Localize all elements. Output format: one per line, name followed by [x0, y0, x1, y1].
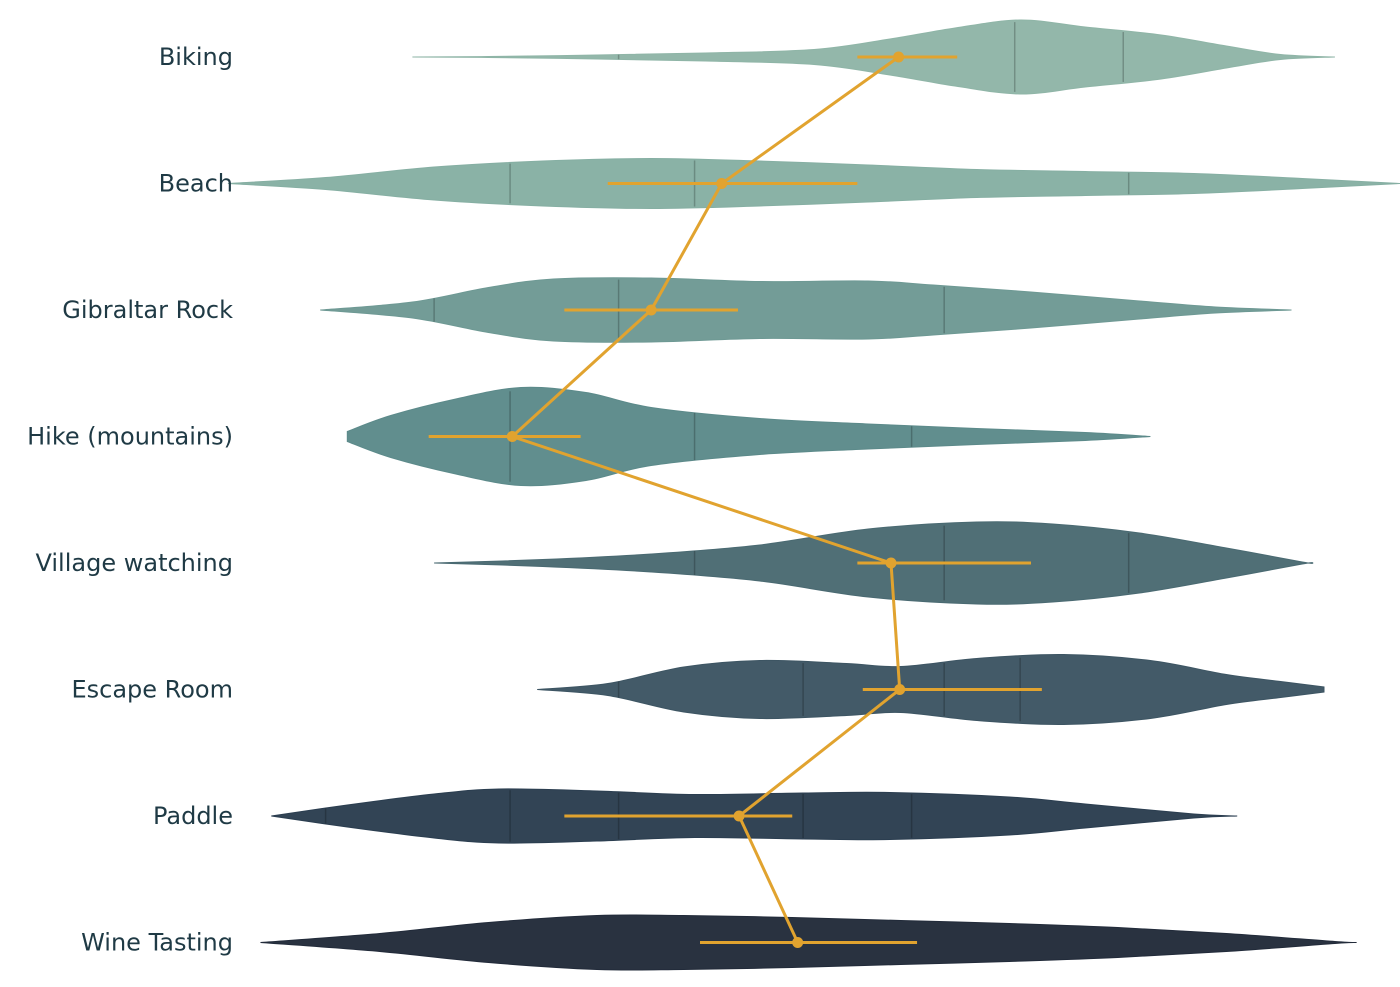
category-label-escape-room: Escape Room [71, 676, 233, 704]
mean-point-gibraltar-rock [645, 304, 657, 316]
violin-gibraltar-rock [320, 277, 1292, 343]
category-label-gibraltar-rock: Gibraltar Rock [62, 296, 233, 324]
category-label-layer: Biking Beach Gibraltar Rock Hike (mountains… [27, 43, 233, 957]
mean-point-beach [716, 178, 728, 189]
category-label-hike-mountains: Hike (mountains) [27, 423, 233, 451]
category-label-wine-tasting: Wine Tasting [81, 929, 233, 957]
category-label-beach: Beach [159, 170, 233, 198]
category-label-paddle: Paddle [153, 802, 233, 830]
mean-point-escape-room [894, 684, 906, 695]
category-label-village-watching: Village watching [36, 549, 234, 577]
mean-line [509, 55, 902, 944]
mean-point-village-watching [885, 557, 897, 569]
category-label-biking: Biking [159, 43, 233, 71]
violin-layer [227, 19, 1400, 971]
mean-point-paddle [733, 810, 745, 822]
mean-point-biking [893, 51, 905, 63]
mean-point-wine-tasting [792, 937, 804, 948]
mean-layer [428, 51, 1042, 948]
mean-point-hike-mountains [506, 431, 518, 442]
